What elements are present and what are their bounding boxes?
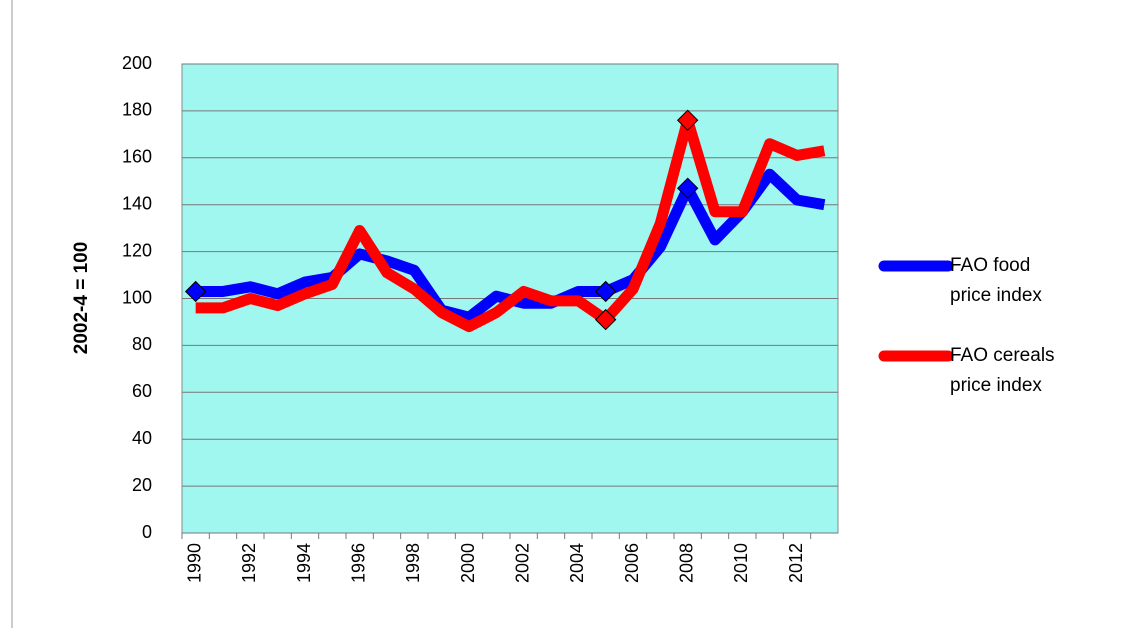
y-tick-label: 120 (122, 240, 152, 260)
y-tick-label: 140 (122, 193, 152, 213)
data-marker (594, 280, 617, 303)
y-tick-label: 180 (122, 100, 152, 120)
x-tick-label: 1992 (239, 543, 259, 583)
series-line (195, 114, 826, 333)
x-tick-label: 2004 (567, 543, 587, 583)
legend-label: FAO cereals price index (950, 345, 1055, 396)
x-tick-label: 2002 (512, 543, 532, 583)
x-tick-label: 2012 (786, 543, 806, 583)
x-tick-label: 1996 (348, 543, 368, 583)
data-marker (676, 109, 699, 131)
data-marker (676, 177, 699, 199)
data-marker (594, 308, 617, 331)
x-tick-label: 1998 (403, 543, 423, 583)
x-tick-label: 2006 (622, 543, 642, 583)
y-tick-label: 40 (132, 428, 152, 448)
y-axis-label: 2002-4 = 100 (71, 242, 92, 355)
x-tick-label: 2008 (676, 543, 696, 583)
x-tick-label: 1990 (184, 543, 204, 583)
y-tick-label: 100 (122, 287, 152, 307)
x-tick-label: 1994 (294, 543, 314, 583)
x-tick-label: 2000 (458, 543, 478, 583)
data-marker (184, 280, 207, 303)
y-tick-label: 60 (132, 381, 152, 401)
legend-label: FAO food price index (950, 255, 1042, 306)
y-tick-label: 160 (122, 147, 152, 167)
y-tick-label: 200 (122, 53, 152, 73)
y-tick-label: 20 (132, 475, 152, 495)
x-tick-label: 2010 (731, 543, 751, 583)
y-tick-label: 0 (142, 522, 152, 542)
y-tick-label: 80 (132, 334, 152, 354)
